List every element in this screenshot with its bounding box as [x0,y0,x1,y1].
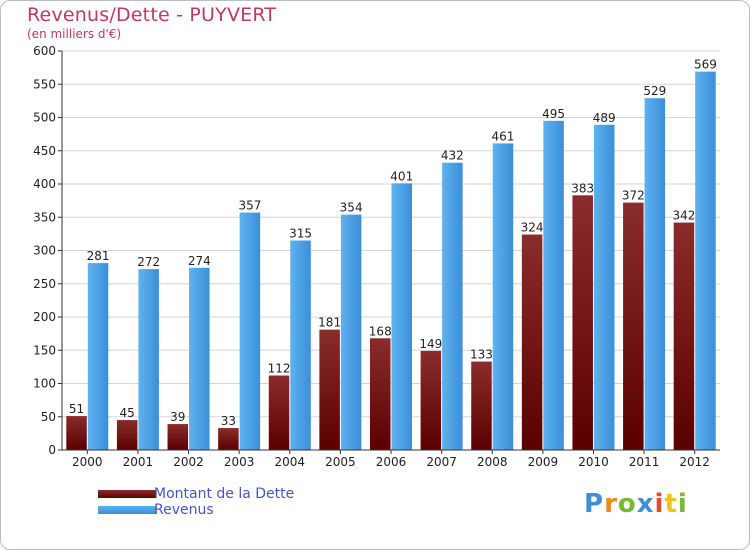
data-label-revenue-2003: 357 [238,199,261,213]
bar-revenue-2001 [138,269,159,450]
data-label-debt-2008: 133 [470,348,493,362]
x-tick-label-2004: 2004 [274,455,305,469]
bar-revenue-2006 [391,183,412,450]
data-label-revenue-2002: 274 [188,254,211,268]
data-label-revenue-2004: 315 [289,227,312,241]
x-tick-label-2005: 2005 [325,455,356,469]
chart-title: Revenus/Dette - PUYVERT [27,4,277,26]
data-label-revenue-2005: 354 [340,201,363,215]
y-tick-label: 50 [41,410,56,424]
data-label-revenue-2011: 529 [643,84,666,98]
y-tick-label: 550 [33,77,56,91]
bar-debt-2011 [623,202,644,450]
bar-revenue-2007 [442,162,463,450]
y-tick-label: 250 [33,277,56,291]
y-tick-label: 300 [33,244,56,258]
data-label-debt-2000: 51 [69,402,84,416]
logo-letter: t [664,489,678,519]
x-tick-label-2007: 2007 [426,455,457,469]
data-label-debt-2006: 168 [369,324,392,338]
data-label-revenue-2000: 281 [87,249,110,263]
bar-revenue-2005 [340,214,362,450]
bar-debt-2009 [521,234,543,450]
logo-letter: i [677,489,688,519]
x-tick-label-2002: 2002 [173,455,204,469]
x-tick-label-2009: 2009 [528,455,559,469]
data-label-revenue-2001: 272 [137,255,160,269]
legend-label-revenue: Revenus [154,502,214,518]
bar-debt-2001 [116,420,138,450]
bar-revenue-2012 [695,71,716,451]
bar-debt-2012 [673,222,695,450]
y-tick-label: 500 [33,111,56,125]
legend-swatch-revenue [98,506,156,514]
x-tick-label-2010: 2010 [578,455,609,469]
data-label-revenue-2006: 401 [390,169,413,183]
bar-debt-2004 [268,375,290,450]
bar-debt-2007 [420,350,442,450]
data-label-revenue-2012: 569 [694,58,717,72]
y-tick-label: 150 [33,343,56,357]
data-label-debt-2004: 112 [268,362,291,376]
bar-revenue-2003 [239,212,261,450]
logo-letter: x [636,489,655,519]
legend-item-debt: Montant de la Dette [98,486,294,502]
logo-letter: o [617,489,637,519]
bar-revenue-2004 [290,240,311,450]
bar-debt-2003 [218,428,239,450]
proxiti-logo: Proxiti [584,489,688,519]
y-tick-label: 400 [33,177,56,191]
legend-swatch-debt [98,490,156,498]
y-tick-label: 100 [33,377,56,391]
y-tick-label: 450 [33,144,56,158]
x-tick-label-2012: 2012 [679,455,710,469]
data-label-revenue-2008: 461 [492,129,515,143]
bar-debt-2002 [167,424,189,450]
x-tick-label-2011: 2011 [629,455,660,469]
bar-revenue-2000 [87,263,109,450]
data-label-revenue-2007: 432 [441,149,464,163]
logo-letter: r [604,489,618,519]
logo-letter: i [654,489,665,519]
bar-revenue-2011 [644,98,666,450]
bar-debt-2010 [572,195,593,450]
bar-debt-2008 [471,361,492,450]
data-label-debt-2012: 342 [672,209,695,223]
data-label-debt-2002: 39 [170,410,185,424]
legend: Montant de la Dette Revenus [98,486,294,518]
x-tick-label-2006: 2006 [376,455,407,469]
x-tick-label-2001: 2001 [123,455,154,469]
data-label-debt-2010: 383 [571,181,594,195]
bar-revenue-2009 [543,120,564,450]
bar-debt-2005 [319,329,340,450]
legend-item-revenue: Revenus [98,502,294,518]
legend-label-debt: Montant de la Dette [154,486,295,502]
y-tick-label: 600 [33,44,56,58]
x-tick-label-2000: 2000 [72,455,103,469]
data-label-debt-2007: 149 [419,337,442,351]
bar-revenue-2002 [189,267,210,450]
y-tick-label: 0 [48,443,56,457]
bar-debt-2006 [370,338,391,450]
logo-letter: P [584,489,605,519]
data-label-debt-2005: 181 [318,316,341,330]
x-tick-label-2008: 2008 [477,455,508,469]
data-label-revenue-2010: 489 [593,111,616,125]
x-tick-label-2003: 2003 [224,455,255,469]
bar-revenue-2008 [492,143,514,450]
chart-subtitle: (en milliers d'€) [27,27,122,41]
data-label-debt-2001: 45 [120,406,135,420]
bar-revenue-2010 [593,124,615,450]
data-label-debt-2011: 372 [622,189,645,203]
data-label-revenue-2009: 495 [542,107,565,121]
data-label-debt-2009: 324 [521,221,544,235]
bar-debt-2000 [66,416,87,450]
y-tick-label: 200 [33,310,56,324]
data-label-debt-2003: 33 [221,414,236,428]
y-tick-label: 350 [33,210,56,224]
